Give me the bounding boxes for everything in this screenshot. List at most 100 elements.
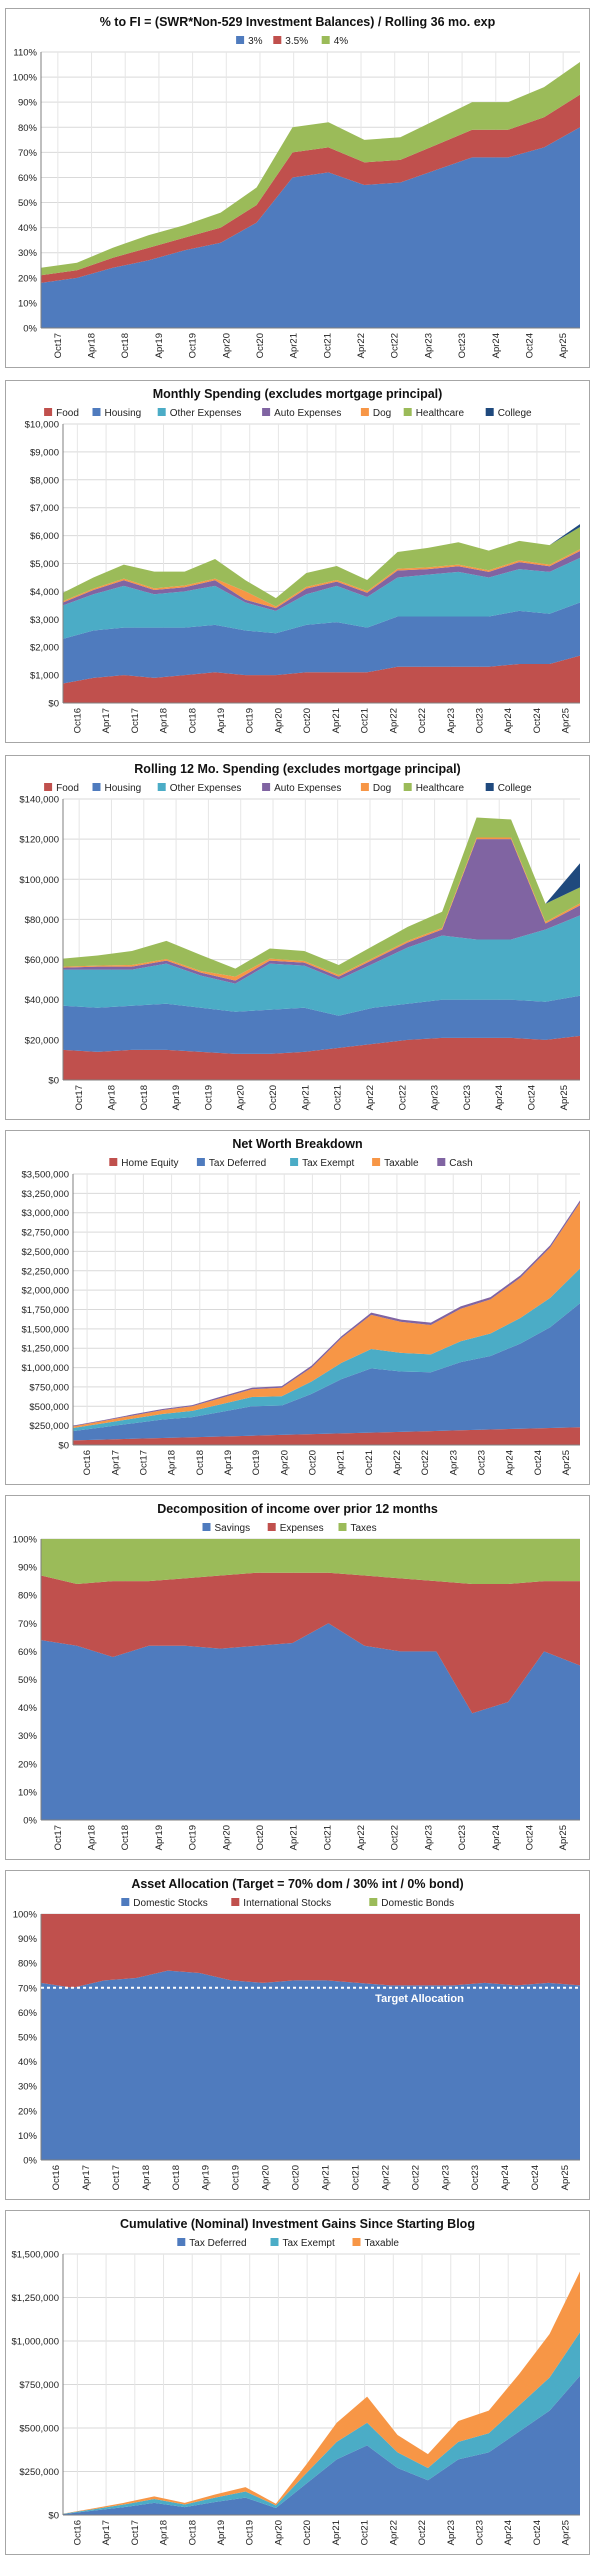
y-tick-label: 10%: [18, 2131, 38, 2142]
x-tick-label: Oct17: [53, 1825, 64, 1850]
x-tick-label: Apr17: [81, 2165, 92, 2190]
y-tick-label: $1,000,000: [11, 2337, 59, 2348]
legend-swatch: [485, 783, 494, 791]
x-tick-label: Oct18: [195, 1450, 206, 1475]
x-tick-label: Apr18: [159, 708, 170, 733]
x-tick-label: Apr25: [558, 1825, 569, 1850]
legend-swatch: [196, 1158, 205, 1166]
legend-swatch: [270, 2238, 279, 2246]
x-tick-label: Oct21: [333, 1085, 344, 1110]
chart-2: Monthly Spending (excludes mortgage prin…: [5, 380, 590, 743]
legend-swatch: [290, 1158, 299, 1166]
x-tick-label: Apr18: [106, 1085, 117, 1110]
y-tick-label: $2,750,000: [21, 1228, 69, 1239]
x-tick-label: Apr22: [388, 708, 399, 733]
x-tick-label: Oct20: [291, 2165, 302, 2190]
chart-title: % to FI = (SWR*Non-529 Investment Balanc…: [100, 15, 496, 29]
chart-4: Net Worth Breakdown Home Equity Tax Deferr…: [5, 1130, 590, 1485]
x-tick-label: Apr22: [356, 1825, 367, 1850]
series-area-expenses: [41, 1572, 580, 1714]
legend-swatch: [92, 783, 101, 791]
legend-swatch: [262, 408, 271, 416]
y-tick-label: $2,000: [30, 643, 59, 654]
x-tick-label: Apr23: [446, 2520, 457, 2545]
x-tick-label: Apr21: [289, 333, 300, 358]
legend-swatch: [437, 1158, 446, 1166]
y-tick-label: $1,500,000: [21, 1324, 69, 1335]
legend-swatch: [177, 2238, 186, 2246]
series-area-dog: [63, 837, 580, 981]
y-tick-label: 30%: [18, 248, 38, 259]
x-tick-label: Oct22: [397, 1085, 408, 1110]
legend-label: College: [498, 408, 532, 419]
legend-label: Cash: [449, 1158, 472, 1169]
x-tick-label: Oct16: [82, 1450, 93, 1475]
x-tick-label: Oct19: [245, 708, 256, 733]
x-tick-label: Oct18: [187, 708, 198, 733]
x-tick-label: Apr24: [503, 708, 514, 733]
y-tick-label: 40%: [18, 2057, 38, 2068]
series-area-housing: [63, 995, 580, 1054]
legend-swatch: [262, 783, 271, 791]
x-tick-label: Oct18: [139, 1085, 150, 1110]
x-tick-label: Apr21: [300, 1085, 311, 1110]
x-tick-label: Oct20: [302, 708, 313, 733]
x-tick-label: Oct23: [457, 333, 468, 358]
x-tick-label: Oct20: [268, 1085, 279, 1110]
x-tick-label: Apr24: [505, 1450, 516, 1475]
x-tick-label: Apr22: [380, 2165, 391, 2190]
y-tick-label: 80%: [18, 1959, 38, 1970]
legend-label: 4%: [334, 36, 349, 47]
legend-label: Housing: [105, 408, 142, 419]
legend-label: Other Expenses: [170, 783, 242, 794]
legend-swatch: [157, 783, 166, 791]
y-tick-label: $250,000: [19, 2467, 59, 2478]
legend-label: Dog: [373, 408, 391, 419]
x-tick-label: Oct23: [470, 2165, 481, 2190]
y-tick-label: $3,000,000: [21, 1208, 69, 1219]
legend-label: Taxable: [365, 2238, 400, 2249]
legend-label: International Stocks: [243, 1898, 331, 1909]
y-tick-label: $80,000: [25, 915, 59, 926]
x-tick-label: Oct21: [322, 333, 333, 358]
y-tick-label: $20,000: [25, 1035, 59, 1046]
y-tick-label: $3,250,000: [21, 1189, 69, 1200]
x-tick-label: Oct17: [74, 1085, 85, 1110]
legend-label: Food: [56, 408, 79, 419]
series-area-food: [63, 655, 580, 703]
x-tick-label: Oct23: [474, 708, 485, 733]
legend-swatch: [369, 1898, 378, 1906]
x-tick-label: Apr24: [503, 2520, 514, 2545]
chart-title: Asset Allocation (Target = 70% dom / 30%…: [131, 1877, 463, 1891]
chart-title: Rolling 12 Mo. Spending (excludes mortga…: [134, 762, 460, 776]
y-tick-label: 70%: [18, 1619, 38, 1630]
legend-label: Home Equity: [121, 1158, 178, 1169]
x-tick-label: Oct17: [130, 708, 141, 733]
legend-swatch: [273, 36, 282, 44]
series-area-international-stocks: [41, 1914, 580, 1988]
x-tick-label: Apr23: [446, 708, 457, 733]
legend-label: Food: [56, 783, 79, 794]
x-tick-label: Apr24: [500, 2165, 511, 2190]
y-tick-label: $0: [58, 1441, 69, 1452]
x-tick-label: Apr25: [561, 708, 572, 733]
y-tick-label: 50%: [18, 2033, 38, 2044]
chart-7: Cumulative (Nominal) Investment Gains Si…: [5, 2210, 590, 2555]
legend-label: Taxes: [351, 1523, 377, 1534]
legend-label: Dog: [373, 783, 391, 794]
x-tick-label: Apr21: [289, 1825, 300, 1850]
y-tick-label: $0: [48, 2511, 59, 2522]
x-tick-label: Apr20: [236, 1085, 247, 1110]
y-tick-label: $4,000: [30, 587, 59, 598]
legend-swatch: [352, 2238, 361, 2246]
chart-5: Decomposition of income over prior 12 mo…: [5, 1495, 590, 1860]
y-tick-label: $140,000: [19, 795, 59, 806]
x-tick-label: Apr25: [559, 1085, 570, 1110]
x-tick-label: Apr21: [336, 1450, 347, 1475]
target-annotation: Target Allocation: [375, 1993, 464, 2005]
x-tick-label: Apr23: [423, 333, 434, 358]
x-tick-label: Oct19: [245, 2520, 256, 2545]
x-tick-label: Apr21: [320, 2165, 331, 2190]
y-tick-label: 80%: [18, 123, 38, 134]
chart-title: Decomposition of income over prior 12 mo…: [157, 1502, 438, 1516]
